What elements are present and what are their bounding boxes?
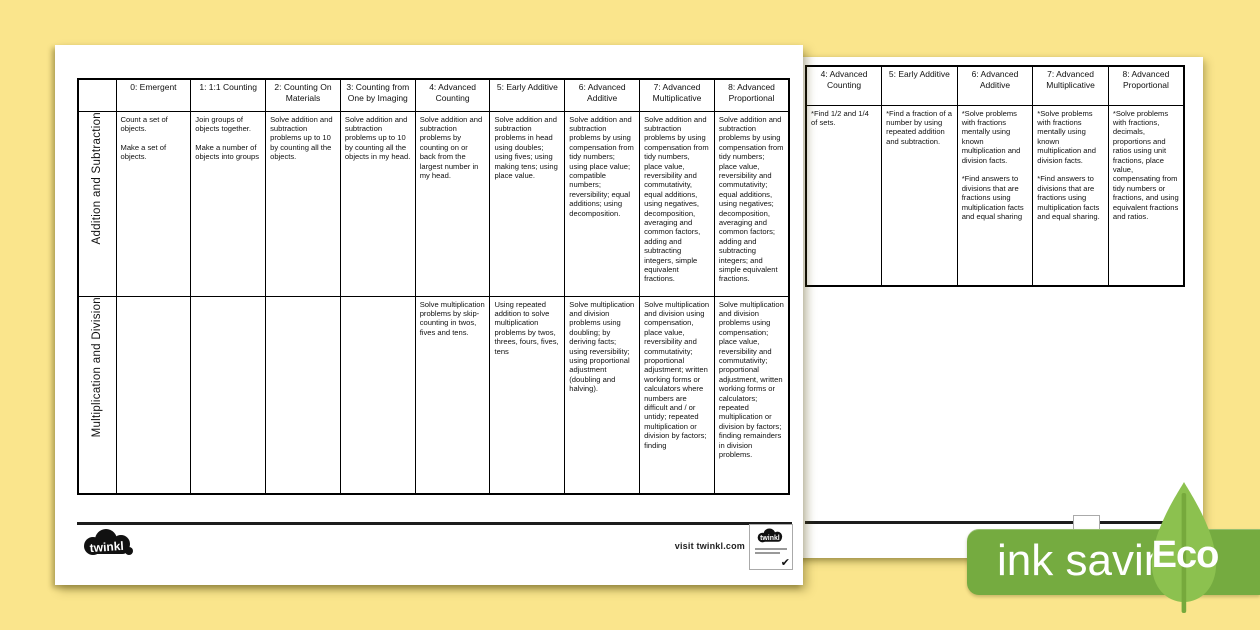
column-header: 4: Advanced Counting bbox=[805, 65, 883, 106]
row-label-addition-subtraction: Addition and Subtraction bbox=[77, 110, 117, 297]
row-label-multiplication-division: Multiplication and Division bbox=[77, 295, 117, 495]
checkmark-icon: ✔ bbox=[780, 557, 790, 569]
fractions-table: 4: Advanced Counting 5: Early Additive 6… bbox=[805, 65, 1185, 287]
footer-divider bbox=[805, 521, 1187, 524]
table-cell bbox=[339, 295, 416, 495]
column-header: 0: Emergent bbox=[115, 78, 192, 112]
svg-text:twinkl: twinkl bbox=[760, 535, 780, 542]
column-header: 3: Counting from One by Imaging bbox=[339, 78, 416, 112]
column-header: 4: Advanced Counting bbox=[414, 78, 491, 112]
column-header: 1: 1:1 Counting bbox=[190, 78, 267, 112]
table-cell: Solve multiplication and division using … bbox=[639, 295, 715, 495]
column-header: 8: Advanced Proportional bbox=[713, 78, 790, 112]
stages-table: 0: Emergent 1: 1:1 Counting 2: Counting … bbox=[77, 78, 791, 495]
table-cell: Solve addition and subtraction problems … bbox=[339, 110, 416, 297]
column-header: 6: Advanced Additive bbox=[956, 65, 1034, 106]
page1-document: 0: Emergent 1: 1:1 Counting 2: Counting … bbox=[55, 45, 803, 585]
table-cell: Count a set of objects. Make a set of ob… bbox=[115, 110, 192, 297]
table-cell: Solve addition and subtraction problems … bbox=[639, 110, 715, 297]
table-cell: Solve multiplication and division proble… bbox=[713, 295, 790, 495]
badge-text-line bbox=[755, 548, 787, 550]
badge-twinkl-cloud-icon: twinkl bbox=[757, 528, 783, 543]
column-header: 7: Advanced Multiplicative bbox=[1032, 65, 1109, 106]
visit-twinkl-link: visit twinkl.com bbox=[674, 541, 745, 551]
leaf-stem bbox=[1181, 493, 1187, 613]
eco-leaf-icon bbox=[1151, 482, 1217, 613]
table-cell: Solve addition and subtraction problems … bbox=[713, 110, 790, 297]
table-cell: Solve multiplication problems by skip-co… bbox=[414, 295, 491, 495]
table-cell: *Find a fraction of a number by using re… bbox=[881, 104, 958, 287]
quality-badge: twinkl ✔ bbox=[749, 524, 793, 570]
column-header: 5: Early Additive bbox=[489, 78, 566, 112]
table-cell: *Solve problems with fractions mentally … bbox=[1032, 104, 1109, 287]
table-cell: Join groups of objects together. Make a … bbox=[190, 110, 267, 297]
table-cell bbox=[265, 295, 341, 495]
table-cell: Solve multiplication and division proble… bbox=[564, 295, 641, 495]
footer-divider bbox=[77, 522, 792, 525]
table-cell: Solve addition and subtraction problems … bbox=[489, 110, 566, 297]
table-cell: *Solve problems with fractions, decimals… bbox=[1107, 104, 1185, 287]
column-header: 7: Advanced Multiplicative bbox=[639, 78, 715, 112]
table-cell: *Find 1/2 and 1/4 of sets. bbox=[805, 104, 883, 287]
table-cell bbox=[115, 295, 192, 495]
column-header: 2: Counting On Materials bbox=[265, 78, 341, 112]
table-cell: Solve addition and subtraction problems … bbox=[265, 110, 341, 297]
table-cell: Solve addition and subtraction problems … bbox=[564, 110, 641, 297]
column-header: 8: Advanced Proportional bbox=[1107, 65, 1185, 106]
column-header: 5: Early Additive bbox=[881, 65, 958, 106]
twinkl-cloud-icon bbox=[84, 529, 133, 555]
corner-cell bbox=[77, 78, 117, 112]
table-cell bbox=[190, 295, 267, 495]
svg-text:twinkl: twinkl bbox=[89, 539, 124, 555]
eco-label: Eco bbox=[1151, 534, 1220, 576]
table-cell: Solve addition and subtraction problems … bbox=[414, 110, 491, 297]
table-cell: Using repeated addition to solve multipl… bbox=[489, 295, 566, 495]
table-cell: *Solve problems with fractions mentally … bbox=[956, 104, 1034, 287]
page2-document: 4: Advanced Counting 5: Early Additive 6… bbox=[793, 57, 1203, 558]
badge-text-line bbox=[755, 552, 780, 554]
column-header: 6: Advanced Additive bbox=[564, 78, 641, 112]
twinkl-logo: twinkl bbox=[84, 529, 133, 555]
